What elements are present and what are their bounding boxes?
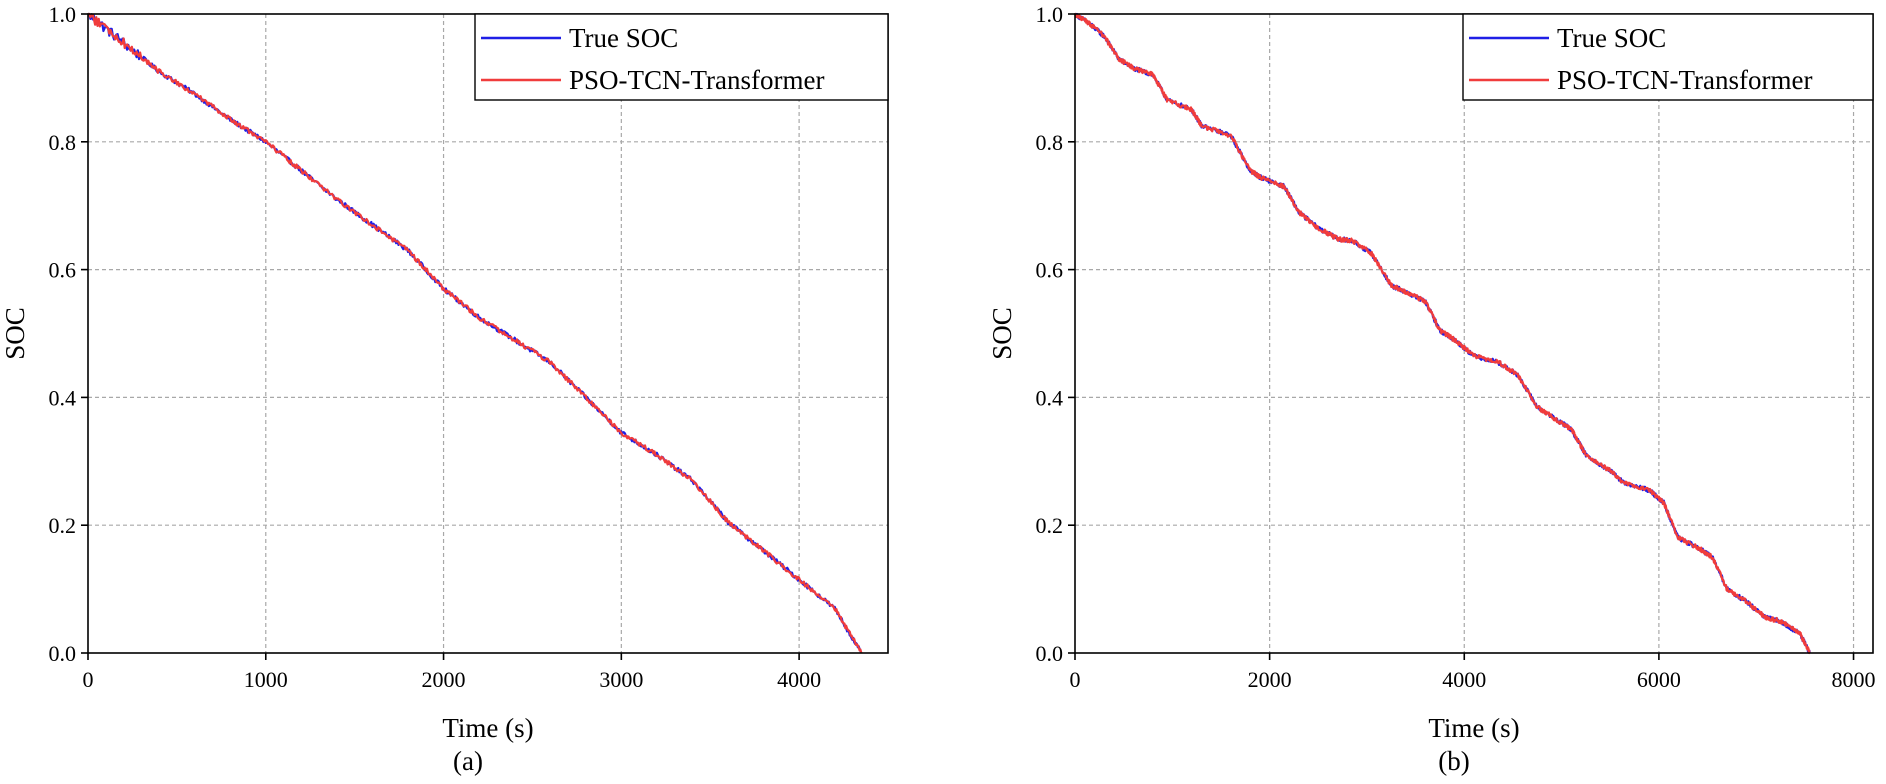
x-tick-label: 6000: [1637, 667, 1681, 692]
series-line-pso-tcn-transformer: [1074, 12, 1811, 655]
panel-caption: (a): [453, 746, 483, 776]
panel-b-chart: 0 2000 4000 6000 8000 0.0 0.2 0.4 0.6 0.8 1.0 Time …: [987, 2, 1876, 776]
x-axis-label: Time (s): [1428, 713, 1519, 743]
x-tick-label: 1000: [244, 667, 288, 692]
legend-label: True SOC: [569, 23, 678, 53]
legend-box: [474, 13, 889, 101]
y-axis-label: SOC: [987, 307, 1017, 360]
legend-label: PSO-TCN-Transformer: [1557, 65, 1813, 95]
y-tick-label: 0.6: [49, 258, 77, 283]
x-tick-label: 4000: [1442, 667, 1486, 692]
y-tick-label: 1.0: [49, 2, 77, 27]
legend-box: [1462, 13, 1874, 101]
x-tick-label: 8000: [1832, 667, 1876, 692]
x-tick-label: 2000: [422, 667, 466, 692]
y-tick-label: 0.8: [1036, 130, 1064, 155]
x-tick-label: 2000: [1248, 667, 1292, 692]
x-axis-label: Time (s): [442, 713, 533, 743]
panel-caption: (b): [1438, 746, 1469, 776]
y-tick-label: 0.0: [49, 641, 77, 666]
series-line-pso-tcn-transformer: [88, 12, 863, 654]
y-tick-label: 0.0: [1036, 641, 1064, 666]
y-tick-label: 0.2: [49, 513, 77, 538]
series-line-true-soc: [88, 12, 863, 654]
panel-a-chart: 0 1000 2000 3000 4000 0.0 0.2 0.4 0.6 0.8 1.0 Time …: [0, 2, 889, 776]
y-tick-label: 0.6: [1036, 258, 1064, 283]
plot-frame: [1074, 13, 1874, 654]
y-tick-label: 0.4: [49, 385, 77, 410]
y-tick-label: 0.2: [1036, 513, 1064, 538]
x-tick-label: 0: [1070, 667, 1081, 692]
y-axis-label: SOC: [0, 307, 30, 360]
y-tick-label: 0.4: [1036, 385, 1064, 410]
x-tick-label: 0: [83, 667, 94, 692]
y-tick-label: 0.8: [49, 130, 77, 155]
x-tick-label: 3000: [599, 667, 643, 692]
y-tick-label: 1.0: [1036, 2, 1064, 27]
legend-label: PSO-TCN-Transformer: [569, 65, 825, 95]
legend-label: True SOC: [1557, 23, 1666, 53]
x-tick-label: 4000: [777, 667, 821, 692]
